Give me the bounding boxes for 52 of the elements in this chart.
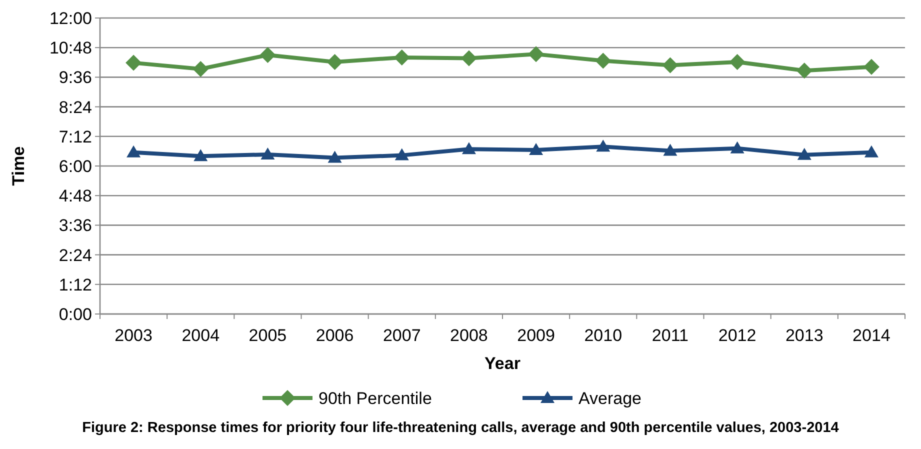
x-tick-label: 2014 xyxy=(852,326,890,345)
y-tick-label: 6:00 xyxy=(58,156,92,176)
y-tick-label: 8:24 xyxy=(58,98,92,117)
legend-label: 90th Percentile xyxy=(318,388,432,408)
point xyxy=(596,140,610,152)
point xyxy=(528,46,544,62)
x-tick-label: 2011 xyxy=(652,326,688,345)
point xyxy=(194,149,208,162)
point xyxy=(663,144,678,156)
x-tick-label: 2013 xyxy=(785,326,824,345)
y-tick-label: 0:00 xyxy=(58,304,92,324)
x-tick-label: 2010 xyxy=(584,326,622,345)
x-tick-label: 2012 xyxy=(718,326,756,345)
point xyxy=(394,49,410,66)
point xyxy=(460,50,477,66)
point xyxy=(462,142,476,154)
point xyxy=(260,147,275,160)
x-tick-label: 2008 xyxy=(450,326,488,345)
caption: Figure 2: Response times for priority four life-threatening calls, average and 90th percentile values, 2003-2014 xyxy=(82,420,839,436)
x-tick-label: 2004 xyxy=(182,326,220,345)
point xyxy=(730,141,744,154)
x-tick-label: 2007 xyxy=(382,326,421,345)
point xyxy=(729,54,746,70)
point xyxy=(328,150,342,163)
point xyxy=(864,145,878,158)
y-tick-label: 4:48 xyxy=(58,186,92,206)
point xyxy=(326,54,343,70)
x-tick-label: 2009 xyxy=(517,326,555,345)
x-tick-label: 2006 xyxy=(316,326,354,345)
y-tick-label: 2:24 xyxy=(58,246,92,265)
point xyxy=(394,148,409,160)
point xyxy=(863,58,880,75)
y-tick-label: 7:12 xyxy=(58,127,92,146)
point xyxy=(595,52,612,69)
y-axis-title: Time xyxy=(9,146,28,186)
y-tick-label: 9:36 xyxy=(58,68,92,88)
point xyxy=(126,145,141,158)
x-axis-title: Year xyxy=(484,354,521,373)
x-tick-label: 2003 xyxy=(114,326,152,345)
point xyxy=(796,62,812,79)
y-tick-label: 3:36 xyxy=(58,216,92,236)
y-tick-label: 1:12 xyxy=(58,275,92,294)
point xyxy=(126,54,142,71)
point xyxy=(662,57,678,74)
y-tick-label: 12:00 xyxy=(49,8,92,28)
x-tick-label: 2005 xyxy=(248,326,287,345)
point xyxy=(797,148,812,160)
legend-label: Average xyxy=(578,388,642,408)
point xyxy=(529,142,544,155)
point xyxy=(260,47,276,63)
point xyxy=(192,60,209,77)
y-tick-label: 10:48 xyxy=(49,38,92,58)
